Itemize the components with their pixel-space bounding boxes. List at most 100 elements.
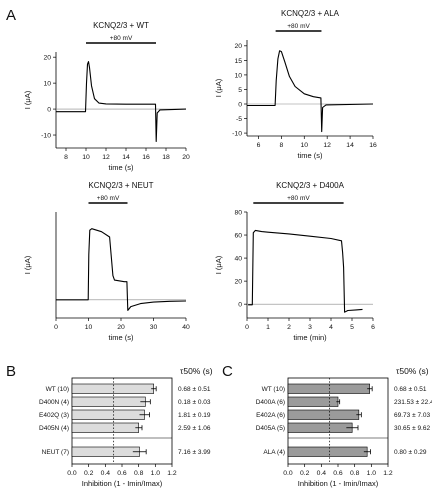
pulse-label: +80 mV	[287, 23, 310, 30]
inhibition-bar	[71, 383, 154, 394]
chart-title: KCNQ2/3 + WT	[93, 21, 149, 30]
tau-value: 231.53 ± 22.49	[394, 399, 432, 406]
category-label: E402Q (3)	[39, 412, 69, 419]
x-axis-label: Inhibition (1 - Imin/Imax)	[298, 479, 379, 488]
x-tick-label: 8	[279, 142, 283, 149]
y-tick-label: 20	[43, 55, 51, 62]
x-tick-label: 0.2	[300, 470, 310, 477]
x-tick-label: 8	[64, 154, 68, 161]
tau-value: 0.18 ± 0.03	[178, 399, 211, 406]
x-tick-label: 4	[329, 324, 333, 331]
pulse-label: +80 mV	[110, 35, 133, 42]
y-tick-label: 5	[238, 87, 242, 94]
chart-wt-trace: KCNQ2/3 + WT +80 mV 8 10 12 14 16 18 20 -10 0 10 20 t…	[23, 21, 190, 172]
category-label: NEUT (7)	[42, 449, 69, 456]
x-tick-label: 10	[85, 324, 93, 331]
x-tick-label: 0.8	[350, 470, 360, 477]
y-tick-label: -10	[232, 130, 242, 137]
x-tick-label: 1.0	[367, 470, 377, 477]
x-tick-label: 2	[287, 324, 291, 331]
category-label: WT (10)	[46, 386, 69, 393]
y-tick-label: 0	[238, 101, 242, 108]
inhibition-bar	[287, 422, 353, 433]
tau-value: 0.68 ± 0.51	[394, 386, 427, 393]
inhibition-bar	[71, 422, 139, 433]
y-tick-label: 10	[234, 72, 242, 79]
x-tick-label: 0	[245, 324, 249, 331]
x-tick-label: 6	[257, 142, 261, 149]
x-tick-label: 0.4	[101, 470, 111, 477]
x-tick-label: 12	[102, 154, 110, 161]
category-label: D400A (6)	[256, 399, 285, 406]
category-label: D400N (4)	[39, 399, 69, 406]
x-tick-label: 6	[371, 324, 375, 331]
pulse-label: +80 mV	[97, 195, 120, 202]
inhibition-bar	[287, 396, 339, 407]
tau-header: τ50% (s)	[396, 366, 429, 376]
chart-ala-trace: KCNQ2/3 + ALA +80 mV 6 8 10 12 14 16 -10 -5 0 5 10 15…	[214, 9, 377, 160]
x-tick-label: 18	[162, 154, 170, 161]
current-trace	[56, 228, 187, 311]
tau-value: 69.73 ± 7.03	[394, 412, 430, 419]
category-label: D405N (4)	[39, 425, 69, 432]
x-axis-label: time (s)	[298, 151, 324, 160]
chart-d400a-trace: KCNQ2/3 + D400A+80 mV0 1 2 3 4 5 6020406080tim…	[214, 181, 375, 342]
y-tick-label: 20	[234, 43, 242, 50]
y-tick-label: 15	[234, 58, 242, 65]
inhibition-bar	[287, 409, 360, 420]
x-tick-label: 16	[369, 142, 377, 149]
pulse-label: +80 mV	[287, 195, 310, 202]
y-tick-label: -5	[236, 116, 242, 123]
y-tick-label: 0	[47, 106, 51, 113]
y-tick-label: 20	[234, 279, 242, 286]
tau-value: 0.68 ± 0.51	[178, 386, 211, 393]
chart-inhibition-alanine: τ50% (s) WT (10) 0.68 ± 0.51 D400A (6) 231.5…	[256, 366, 432, 488]
chart-title: KCNQ2/3 + NEUT	[88, 181, 153, 190]
y-axis-label: I (μA)	[214, 255, 223, 274]
tau-value: 2.59 ± 1.06	[178, 425, 211, 432]
x-tick-label: 1.0	[151, 470, 161, 477]
x-tick-label: 16	[142, 154, 150, 161]
x-tick-label: 14	[122, 154, 130, 161]
panel-label-a: A	[6, 7, 16, 24]
tau-value: 0.80 ± 0.29	[394, 449, 427, 456]
inhibition-bar	[287, 383, 370, 394]
x-tick-label: 12	[323, 142, 331, 149]
y-tick-label: 40	[234, 255, 242, 262]
y-tick-label: 10	[43, 81, 51, 88]
x-tick-label: 20	[182, 154, 190, 161]
panel-label-c: C	[222, 363, 233, 380]
tau-value: 30.65 ± 9.62	[394, 425, 430, 432]
x-tick-label: 1.2	[383, 470, 393, 477]
chart-title: KCNQ2/3 + ALA	[281, 9, 340, 18]
chart-neut-trace: KCNQ2/3 + NEUT +80 mV 0 10 20 30 40 time (s) I (…	[23, 181, 190, 342]
inhibition-bar	[71, 396, 146, 407]
x-tick-label: 40	[182, 324, 190, 331]
y-tick-label: 80	[234, 209, 242, 216]
x-tick-label: 0.6	[333, 470, 343, 477]
x-axis-label: Inhibition (1 - Imin/Imax)	[82, 479, 163, 488]
panel-label-b: B	[6, 363, 16, 380]
y-axis-label: I (μA)	[23, 255, 32, 274]
x-tick-label: 3	[308, 324, 312, 331]
x-tick-label: 0.2	[84, 470, 94, 477]
tau-value: 1.81 ± 0.19	[178, 412, 211, 419]
category-label: ALA (4)	[263, 449, 285, 456]
chart-inhibition-neutral: τ50% (s) WT (10) 0.68 ± 0.51 D400N (4) 0.18 …	[39, 366, 213, 488]
x-tick-label: 10	[82, 154, 90, 161]
x-axis-label: time (s)	[109, 333, 135, 342]
x-axis-label: time (s)	[109, 163, 135, 172]
x-tick-label: 1.2	[167, 470, 177, 477]
y-tick-label: 60	[234, 232, 242, 239]
x-tick-label: 0.0	[283, 470, 293, 477]
x-tick-label: 30	[150, 324, 158, 331]
x-tick-label: 20	[117, 324, 125, 331]
inhibition-bar	[71, 446, 140, 457]
x-tick-label: 14	[346, 142, 354, 149]
y-tick-label: -10	[41, 132, 51, 139]
current-trace	[247, 50, 374, 133]
chart-title: KCNQ2/3 + D400A	[276, 181, 344, 190]
x-tick-label: 0.8	[134, 470, 144, 477]
x-tick-label: 1	[266, 324, 270, 331]
inhibition-bar	[71, 409, 145, 420]
